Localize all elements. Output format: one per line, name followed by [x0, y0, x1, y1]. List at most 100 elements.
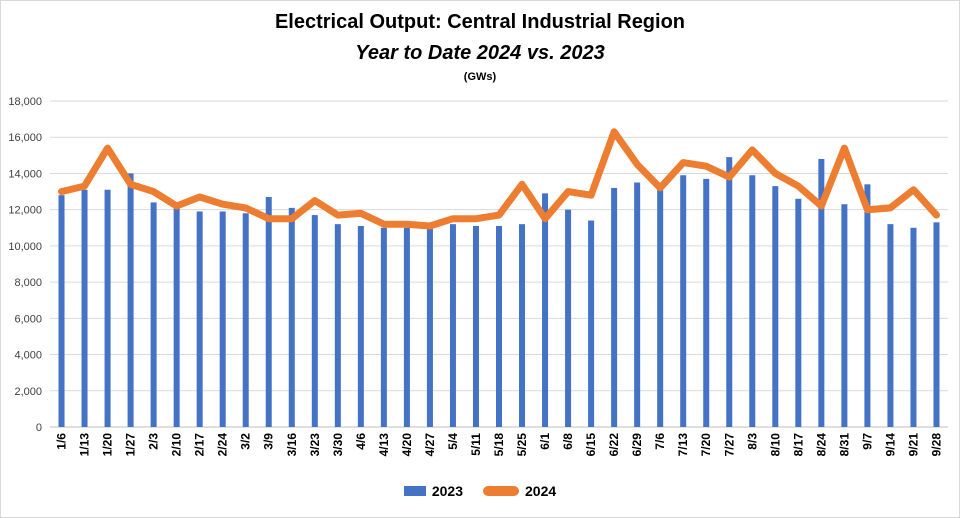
point-2024: [912, 189, 914, 191]
point-2024: [659, 187, 661, 189]
x-tick-label: 4/27: [423, 433, 437, 457]
bar-2023: [242, 213, 249, 427]
x-tick-label: 6/15: [584, 433, 598, 457]
x-tick-label: 5/4: [446, 433, 460, 450]
point-2024: [475, 218, 477, 220]
bar-2023: [81, 189, 88, 427]
point-2024: [889, 207, 891, 209]
bar-2023: [519, 224, 526, 427]
bar-2023: [864, 184, 871, 427]
point-2024: [245, 207, 247, 209]
bar-2023: [403, 227, 410, 427]
bar-2023: [380, 227, 387, 427]
point-2024: [222, 203, 224, 205]
bar-2023: [749, 175, 756, 427]
x-tick-label: 8/10: [768, 433, 782, 457]
bar-2023: [311, 215, 318, 427]
y-tick-label: 18,000: [8, 96, 42, 108]
x-tick-label: 3/16: [285, 433, 299, 457]
x-tick-label: 7/6: [653, 433, 667, 450]
bar-2023: [634, 182, 641, 427]
point-2024: [130, 183, 132, 185]
y-tick-label: 4,000: [14, 350, 42, 362]
point-2024: [544, 218, 546, 220]
bar-2023: [150, 202, 157, 427]
point-2024: [613, 131, 615, 133]
point-2024: [820, 205, 822, 207]
x-tick-label: 9/21: [906, 433, 920, 457]
legend-label-2024: 2024: [525, 483, 557, 499]
bar-2023: [426, 227, 433, 427]
x-tick-label: 2/3: [147, 433, 161, 450]
x-tick-label: 8/3: [745, 433, 759, 450]
bar-2023: [611, 187, 618, 427]
bar-2023: [910, 227, 917, 427]
bar-2023: [288, 207, 295, 427]
point-2024: [728, 176, 730, 178]
point-2024: [360, 212, 362, 214]
x-tick-label: 1/13: [78, 433, 92, 457]
y-tick-label: 10,000: [8, 241, 42, 253]
x-tick-label: 6/29: [630, 433, 644, 457]
y-tick-label: 12,000: [8, 205, 42, 217]
x-tick-label: 1/27: [124, 433, 138, 457]
point-2024: [567, 191, 569, 193]
x-tick-label: 3/2: [239, 433, 253, 450]
legend-swatch-2023: [403, 486, 426, 496]
x-tick-label: 3/23: [308, 433, 322, 457]
legend-swatch-2024: [483, 486, 519, 496]
bar-2023: [703, 178, 710, 427]
point-2024: [751, 149, 753, 151]
bar-2023: [472, 225, 479, 427]
point-2024: [866, 209, 868, 211]
bar-2023: [265, 196, 272, 427]
point-2024: [84, 185, 86, 187]
point-2024: [590, 194, 592, 196]
legend-item-2024: 2024: [483, 483, 556, 499]
bar-2023: [496, 225, 502, 427]
bar-2023: [196, 211, 203, 427]
y-tick-label: 16,000: [8, 132, 42, 144]
x-tick-label: 9/14: [883, 433, 897, 457]
x-tick-label: 4/6: [354, 433, 368, 450]
bar-2023: [542, 193, 549, 427]
point-2024: [452, 218, 454, 220]
point-2024: [705, 165, 707, 167]
x-tick-label: 1/20: [101, 433, 115, 457]
chart-subtitle: Year to Date 2024 vs. 2023: [355, 42, 605, 64]
x-tick-label: 6/22: [607, 433, 621, 457]
point-2024: [774, 172, 776, 174]
y-tick-label: 8,000: [14, 277, 42, 289]
y-tick-label: 2,000: [14, 386, 42, 398]
bar-2023: [173, 207, 180, 427]
x-tick-label: 8/17: [791, 433, 805, 457]
point-2024: [797, 185, 799, 187]
x-tick-label: 2/24: [216, 433, 230, 457]
x-tick-label: 6/8: [561, 433, 575, 450]
bar-2023: [357, 225, 364, 427]
bar-2023: [657, 189, 664, 427]
point-2024: [682, 162, 684, 164]
x-tick-label: 7/27: [722, 433, 736, 457]
bar-2023: [449, 224, 456, 427]
chart-title: Electrical Output: Central Industrial Re…: [274, 11, 686, 33]
point-2024: [314, 200, 316, 202]
bar-2023: [841, 204, 848, 427]
x-tick-label: 8/24: [814, 433, 828, 457]
x-tick-label: 6/1: [538, 433, 552, 450]
point-2024: [406, 223, 408, 225]
bar-2023: [818, 158, 825, 427]
point-2024: [107, 147, 109, 149]
line-2024: [58, 128, 940, 230]
y-tick-label: 6,000: [14, 313, 42, 325]
x-tick-label: 5/18: [492, 433, 506, 457]
bar-2023: [127, 173, 134, 427]
point-2024: [429, 225, 431, 227]
x-tick-label: 9/7: [860, 433, 874, 450]
bar-2023: [588, 220, 595, 427]
point-2024: [176, 205, 178, 207]
x-tick-label: 7/20: [699, 433, 713, 457]
x-tick-label: 4/13: [377, 433, 391, 457]
bar-2023: [726, 157, 733, 427]
